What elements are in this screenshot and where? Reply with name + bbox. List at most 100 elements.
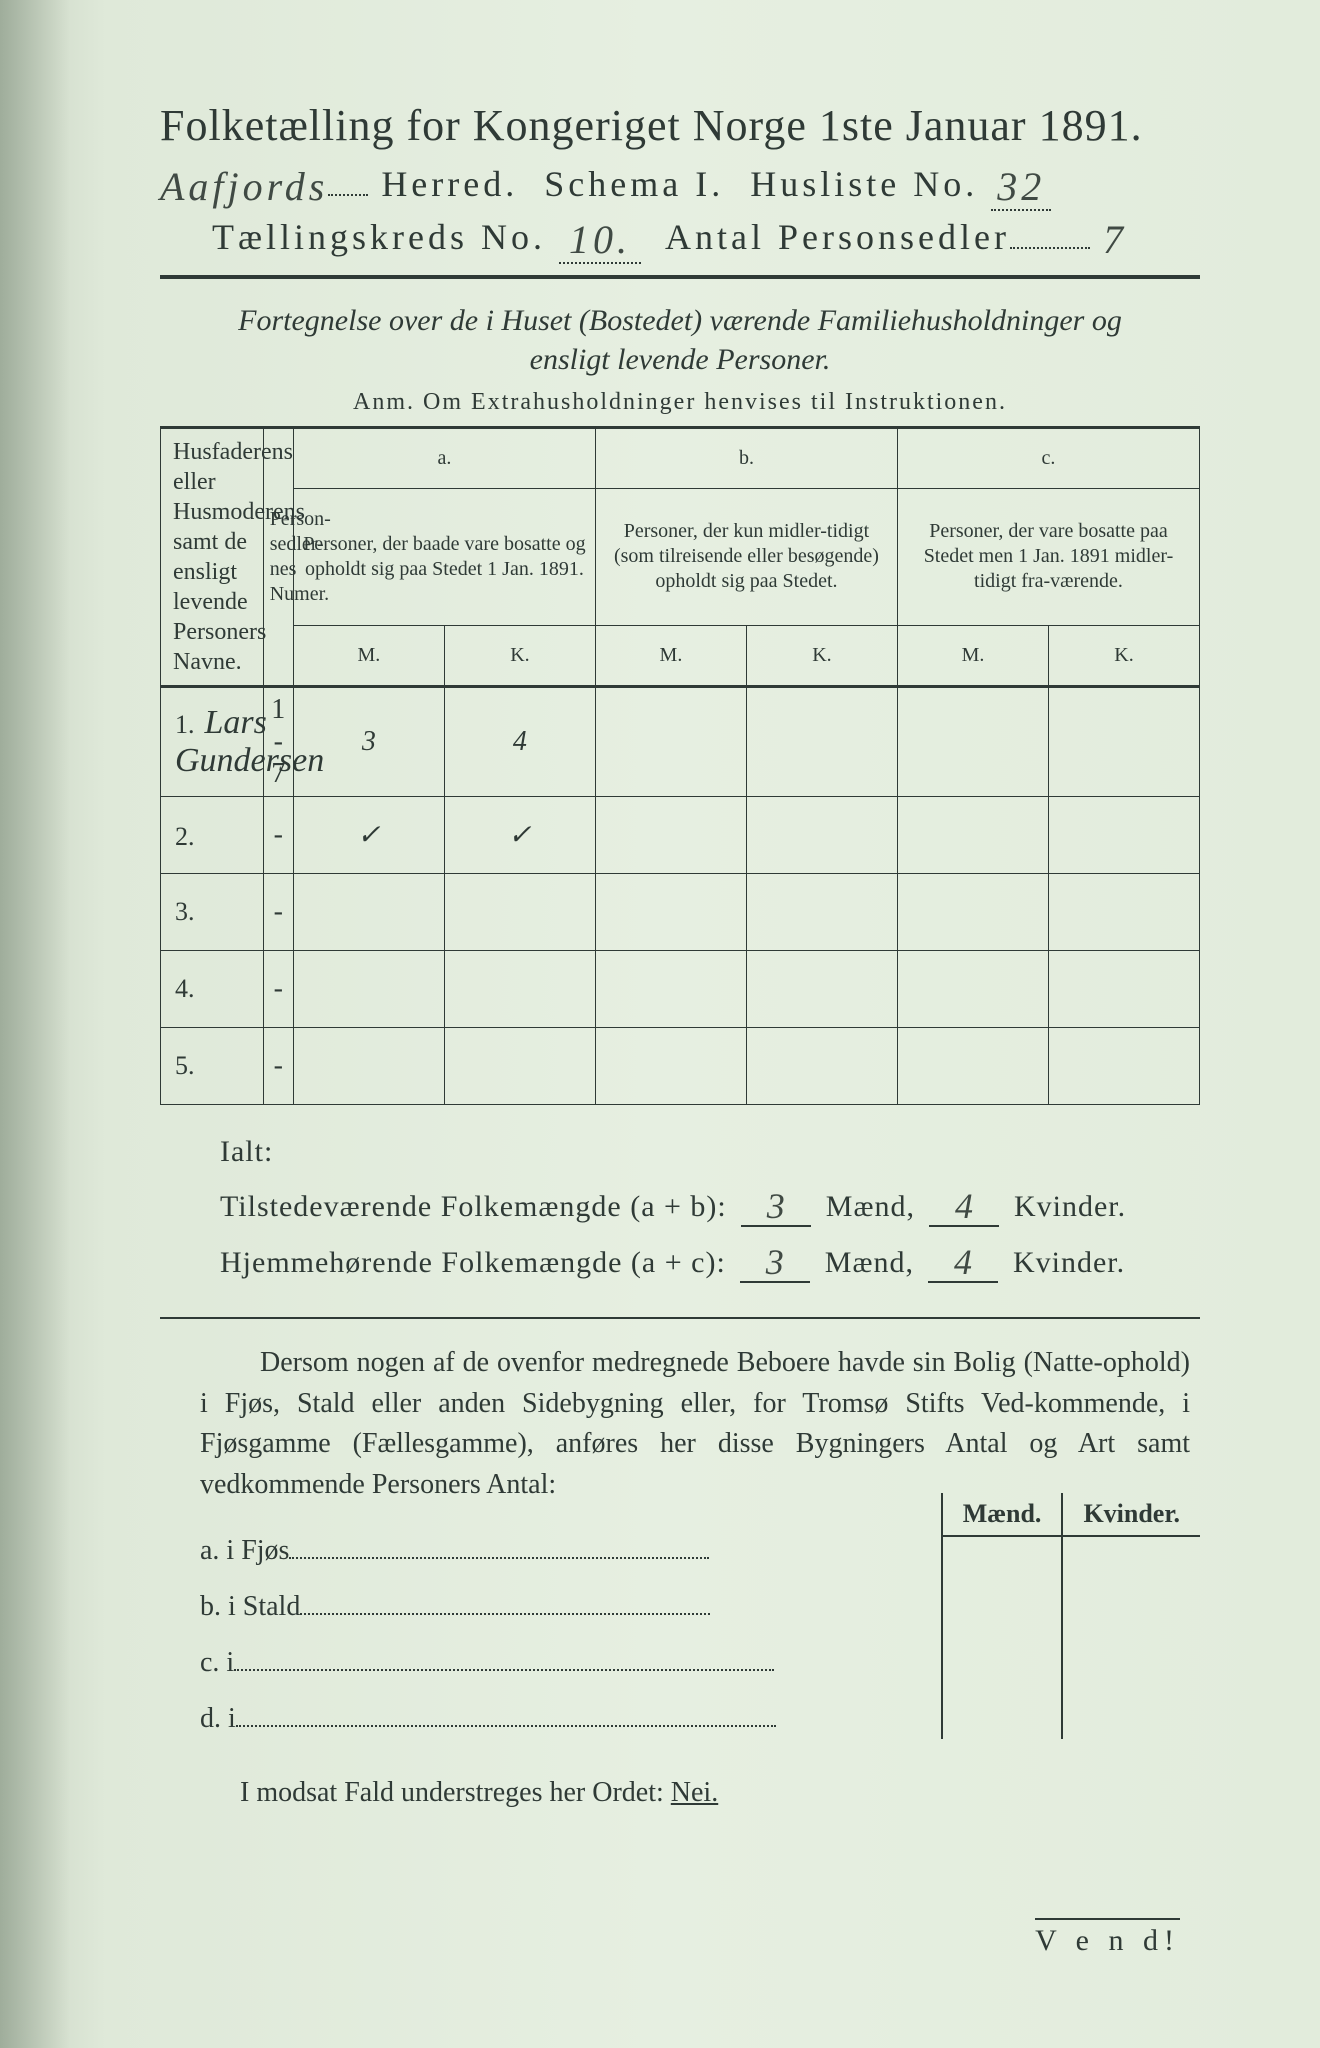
cell-cM [897,797,1048,874]
row-num: 1. [175,710,195,739]
bygn-maend-header: Mænd. [942,1493,1063,1536]
header-line-kreds: Tællingskreds No. 10. Antal Personsedler… [160,212,1200,259]
bygn-c-label: c. i [200,1647,234,1678]
bygninger-list: a. i Fjøs b. i Stald c. i d. i [200,1523,921,1747]
cell-bM [595,687,746,797]
bygn-maend-cell [942,1536,1063,1739]
cell-bK [746,1028,897,1105]
dot-fill [300,1594,710,1616]
bygn-row-d: d. i [200,1691,921,1747]
th-b-M: M. [595,626,746,687]
bygn-kvinder-cell [1062,1536,1200,1739]
th-b-lbl: b. [595,428,897,489]
row-personsedler: - [263,951,293,1028]
dot-fill [236,1706,776,1728]
tilstede-label: Tilstedeværende Folkemængde (a + b): [220,1190,727,1223]
antal-handwritten: 7 [1103,217,1127,262]
th-b-desc: Personer, der kun midler-tidigt (som til… [595,488,897,625]
kreds-no-handwritten: 10. [559,217,641,264]
cell-aK [444,874,595,951]
dot-fill [234,1650,774,1672]
totals-line-ab: Tilstedeværende Folkemængde (a + b): 3 M… [220,1183,1200,1227]
form-anm: Anm. Om Extrahusholdninger henvises til … [160,389,1200,416]
rule-mid [160,1317,1200,1319]
table-row: 3. - [161,874,1200,951]
maend-label: Mænd, [826,1190,915,1223]
row-num: 5. [175,1051,195,1080]
th-a-K: K. [444,626,595,687]
cell-aK [444,1028,595,1105]
row-personsedler: - [263,874,293,951]
schema-label: Schema I. [544,164,724,204]
vend-label: V e n d! [1035,1918,1180,1958]
cell-cK [1048,687,1199,797]
bygn-mk-table: Mænd. Kvinder. [941,1493,1200,1739]
cell-aM [293,874,444,951]
row-num: 3. [175,897,195,926]
cell-aK [444,951,595,1028]
cell-cM [897,1028,1048,1105]
bygn-d-label: d. i [200,1703,236,1734]
census-table-body: 1.Lars Gundersen 1 - 7 3 4 2. - ✓ ✓ [161,687,1200,1105]
dot-fill [1010,218,1090,249]
cell-aM [293,951,444,1028]
ialt-label: Ialt: [220,1135,1200,1169]
dot-fill [289,1538,709,1560]
cell-cK [1048,951,1199,1028]
l1-m-hand: 3 [767,1186,786,1226]
cell-bM [595,1028,746,1105]
cell-aK: 4 [444,687,595,797]
th-c-M: M. [897,626,1048,687]
rule-top [160,275,1200,279]
dot-fill [328,165,368,196]
row-personsedler: - [263,797,293,874]
form-subtitle: Fortegnelse over de i Huset (Bostedet) v… [200,301,1160,379]
herred-handwritten: Aafjords [160,164,328,209]
cell-bK [746,797,897,874]
cell-bM [595,951,746,1028]
kreds-label: Tællingskreds No. [212,217,546,257]
maend-label: Mænd, [825,1246,914,1279]
cell-cM [897,951,1048,1028]
totals-block: Ialt: Tilstedeværende Folkemængde (a + b… [220,1135,1200,1283]
cell-bK [746,874,897,951]
row-num: 2. [175,822,195,851]
cell-bM [595,874,746,951]
bygn-b-label: b. i Stald [200,1591,300,1622]
bygn-row-b: b. i Stald [200,1579,921,1635]
th-c-lbl: c. [897,428,1199,489]
cell-cM [897,874,1048,951]
herred-label: Herred. [381,164,518,204]
dersom-text: Dersom nogen af de ovenfor medregnede Be… [200,1347,1190,1500]
bygn-row-a: a. i Fjøs [200,1523,921,1579]
cell-bM [595,797,746,874]
kvinder-label: Kvinder. [1014,1190,1126,1223]
row-personsedler: - [263,1028,293,1105]
cell-cK [1048,1028,1199,1105]
cell-cK [1048,797,1199,874]
cell-aM: ✓ [293,797,444,874]
kvinder-label: Kvinder. [1013,1246,1125,1279]
bygn-a-label: a. i Fjøs [200,1535,289,1566]
husliste-no-handwritten: 32 [991,164,1051,211]
table-row: 2. - ✓ ✓ [161,797,1200,874]
cell-cM [897,687,1048,797]
cell-bK [746,951,897,1028]
husliste-label: Husliste No. [750,164,978,204]
cell-cK [1048,874,1199,951]
census-table: Husfaderens eller Husmoderens samt de en… [160,426,1200,1105]
th-b-K: K. [746,626,897,687]
census-form-page: Folketælling for Kongeriget Norge 1ste J… [0,0,1320,2048]
th-c-desc: Personer, der vare bosatte paa Stedet me… [897,488,1199,625]
totals-line-ac: Hjemmehørende Folkemængde (a + c): 3 Mæn… [220,1239,1200,1283]
table-row: 5. - [161,1028,1200,1105]
header-line-herred: Aafjords Herred. Schema I. Husliste No. … [160,159,1200,206]
l2-m-hand: 3 [766,1242,785,1282]
dersom-paragraph: Dersom nogen af de ovenfor medregnede Be… [200,1343,1190,1505]
bygn-row-c: c. i [200,1635,921,1691]
hjemme-label: Hjemmehørende Folkemængde (a + c): [220,1246,726,1279]
page-title: Folketælling for Kongeriget Norge 1ste J… [160,100,1200,151]
nei-text: I modsat Fald understreges her Ordet: [240,1777,664,1808]
cell-bK [746,687,897,797]
th-a-lbl: a. [293,428,595,489]
